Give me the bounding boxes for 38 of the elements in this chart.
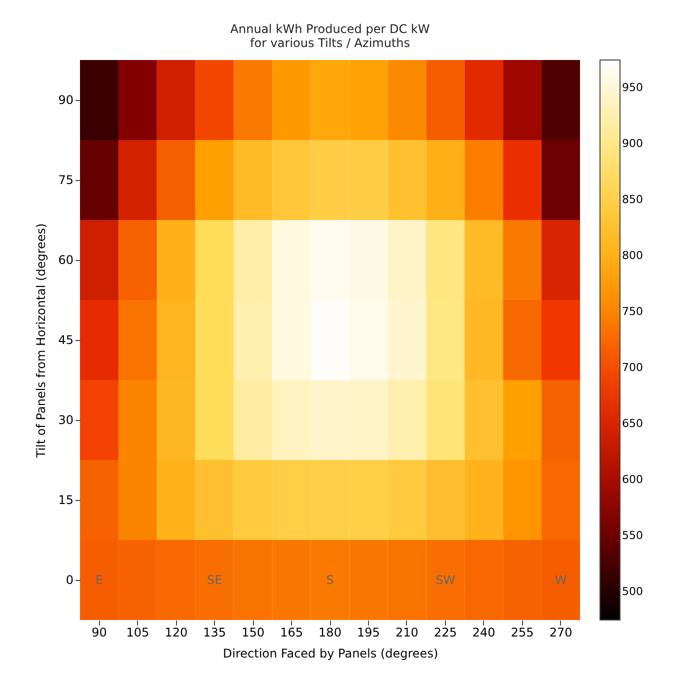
- x-tick-label: 240: [472, 626, 496, 640]
- x-tick-label: 270: [549, 626, 572, 640]
- annotation: SE: [207, 573, 222, 587]
- y-tick-label: 45: [58, 333, 74, 347]
- color-bar-label: 850: [622, 193, 643, 206]
- x-tick-label: 195: [357, 626, 380, 640]
- y-tick-label: 60: [58, 253, 74, 267]
- color-bar-label: 950: [622, 81, 643, 94]
- color-bar-label: 600: [622, 473, 643, 486]
- color-bar-label: 700: [622, 361, 643, 374]
- x-tick-label: 90: [92, 626, 107, 640]
- annotation: S: [326, 573, 334, 587]
- y-tick-label: 75: [58, 173, 74, 187]
- x-tick-label: 210: [395, 626, 418, 640]
- color-bar-label: 750: [622, 305, 643, 318]
- x-tick-label: 180: [318, 626, 342, 640]
- x-tick-label: 120: [164, 626, 188, 640]
- x-tick-label: 135: [203, 626, 226, 640]
- y-axis-title: Tilt of Panels from Horizontal (degrees): [34, 223, 48, 459]
- color-bar-label: 500: [622, 585, 643, 598]
- y-tick-label: 0: [66, 573, 74, 587]
- annotation: SW: [436, 573, 456, 587]
- x-axis-title: Direction Faced by Panels (degrees): [222, 646, 438, 660]
- x-tick-label: 105: [126, 626, 150, 640]
- x-tick-label: 150: [242, 626, 265, 640]
- chart-title: Annual kWh Produced per DC kW for various Tilts / Azimuths: [230, 22, 430, 50]
- x-tick-label: 255: [510, 626, 534, 640]
- annotation: W: [554, 573, 567, 587]
- y-tick-label: 90: [58, 93, 74, 107]
- y-tick-label: 30: [58, 413, 74, 427]
- color-bar-label: 550: [622, 529, 643, 542]
- x-tick-label: 165: [280, 626, 303, 640]
- color-bar-label: 800: [622, 249, 643, 262]
- x-tick-label: 225: [434, 626, 457, 640]
- color-bar-label: 650: [622, 417, 643, 430]
- annotation: E: [95, 573, 104, 587]
- y-tick-label: 15: [58, 493, 74, 507]
- color-bar-label: 900: [622, 137, 643, 150]
